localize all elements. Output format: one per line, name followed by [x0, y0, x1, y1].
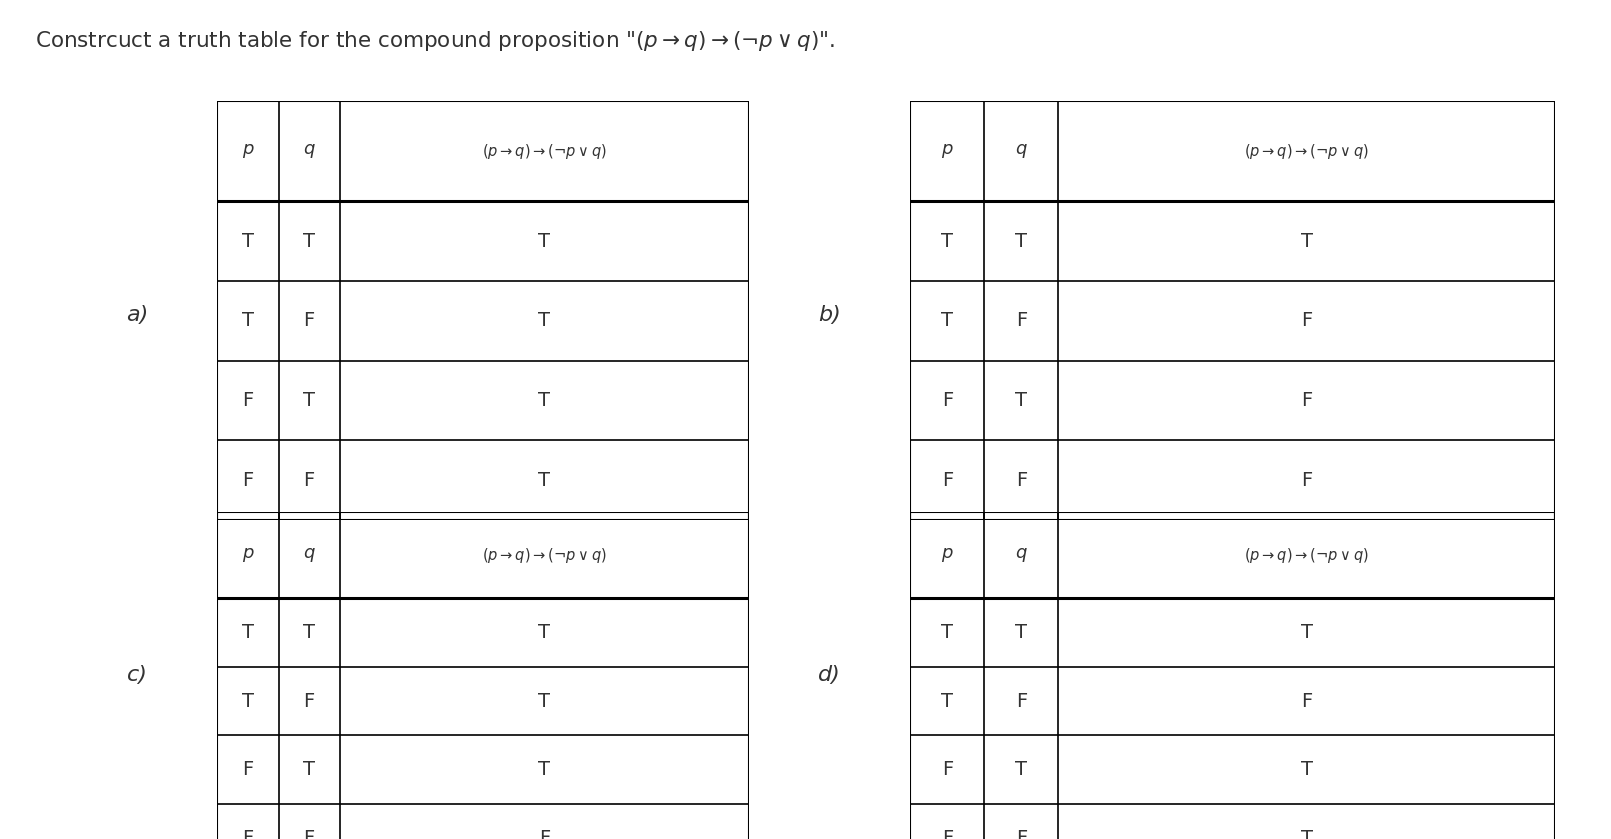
Text: $p$: $p$: [941, 546, 954, 564]
Text: T: T: [538, 311, 551, 331]
Text: $(p \rightarrow q) \rightarrow (\neg p \vee q)$: $(p \rightarrow q) \rightarrow (\neg p \…: [482, 142, 607, 160]
Text: T: T: [538, 623, 551, 642]
Text: T: T: [1300, 760, 1313, 779]
Text: T: T: [303, 232, 316, 251]
Text: T: T: [242, 311, 255, 331]
Text: F: F: [1302, 691, 1311, 711]
Text: $(p \rightarrow q) \rightarrow (\neg p \vee q)$: $(p \rightarrow q) \rightarrow (\neg p \…: [482, 545, 607, 565]
Text: T: T: [538, 391, 551, 410]
Text: F: F: [242, 829, 253, 839]
Text: F: F: [942, 391, 952, 410]
Text: F: F: [942, 471, 952, 490]
Text: F: F: [1017, 691, 1026, 711]
Text: T: T: [538, 471, 551, 490]
Text: F: F: [1017, 311, 1026, 331]
Text: $q$: $q$: [1015, 142, 1028, 160]
Text: F: F: [1302, 311, 1311, 331]
Text: T: T: [1015, 623, 1028, 642]
Text: F: F: [942, 760, 952, 779]
Text: T: T: [538, 760, 551, 779]
Text: F: F: [942, 829, 952, 839]
Text: T: T: [941, 232, 954, 251]
Text: F: F: [303, 829, 314, 839]
Text: $q$: $q$: [1015, 546, 1028, 564]
Text: $q$: $q$: [303, 142, 316, 160]
Text: T: T: [538, 691, 551, 711]
Text: $q$: $q$: [303, 546, 316, 564]
Text: T: T: [941, 691, 954, 711]
Text: F: F: [1302, 391, 1311, 410]
Text: F: F: [242, 391, 253, 410]
Text: T: T: [538, 232, 551, 251]
Text: T: T: [941, 623, 954, 642]
Text: T: T: [303, 760, 316, 779]
Text: F: F: [303, 311, 314, 331]
Text: T: T: [242, 623, 255, 642]
Text: $(p \rightarrow q) \rightarrow (\neg p \vee q)$: $(p \rightarrow q) \rightarrow (\neg p \…: [1244, 545, 1369, 565]
Text: F: F: [1017, 471, 1026, 490]
Text: T: T: [1300, 829, 1313, 839]
Text: T: T: [303, 391, 316, 410]
Text: T: T: [1015, 391, 1028, 410]
Text: T: T: [1015, 760, 1028, 779]
Text: T: T: [1300, 232, 1313, 251]
Text: T: T: [941, 311, 954, 331]
Text: $p$: $p$: [242, 142, 255, 160]
Text: $p$: $p$: [941, 142, 954, 160]
Text: Constrcuct a truth table for the compound proposition "$(p \rightarrow q) \right: Constrcuct a truth table for the compoun…: [35, 29, 834, 54]
Text: d): d): [818, 665, 841, 685]
Text: F: F: [538, 829, 549, 839]
Text: F: F: [303, 691, 314, 711]
Text: F: F: [1017, 829, 1026, 839]
Text: a): a): [126, 305, 148, 325]
Text: F: F: [303, 471, 314, 490]
Text: $(p \rightarrow q) \rightarrow (\neg p \vee q)$: $(p \rightarrow q) \rightarrow (\neg p \…: [1244, 142, 1369, 160]
Text: $p$: $p$: [242, 546, 255, 564]
Text: b): b): [818, 305, 841, 325]
Text: T: T: [1300, 623, 1313, 642]
Text: T: T: [242, 232, 255, 251]
Text: T: T: [242, 691, 255, 711]
Text: F: F: [242, 471, 253, 490]
Text: T: T: [303, 623, 316, 642]
Text: c): c): [127, 665, 147, 685]
Text: F: F: [1302, 471, 1311, 490]
Text: F: F: [242, 760, 253, 779]
Text: T: T: [1015, 232, 1028, 251]
